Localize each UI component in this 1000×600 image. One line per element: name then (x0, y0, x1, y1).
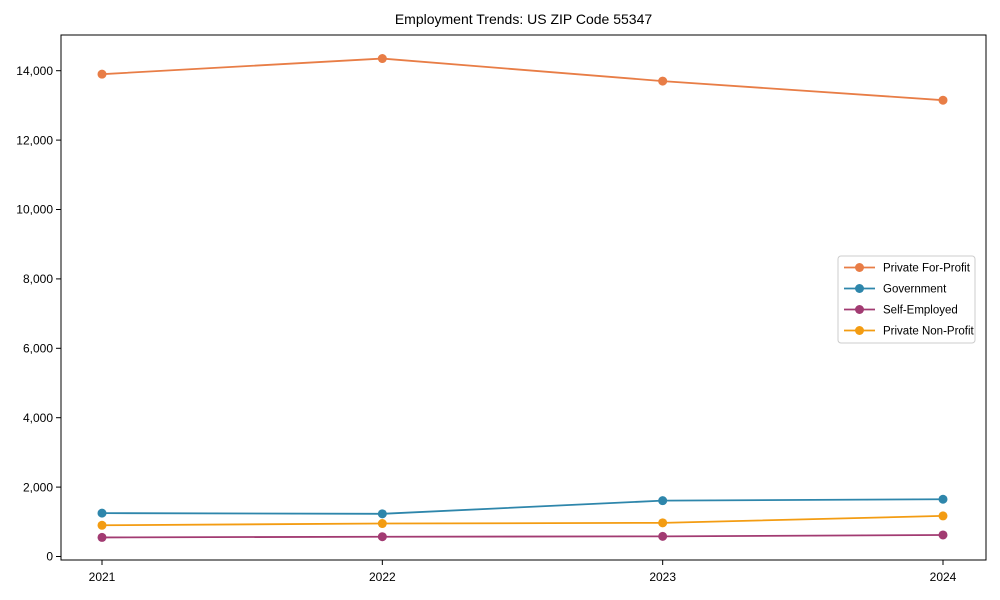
data-point-private-for-profit-2023 (658, 76, 668, 86)
data-point-government-2022 (377, 509, 387, 519)
legend-label-private-non-profit: Private Non-Profit (883, 326, 975, 338)
data-point-private-for-profit-2022 (377, 54, 387, 64)
y-axis-tick-label: 4,000 (23, 411, 53, 425)
data-point-self-employed-2021 (97, 532, 107, 542)
y-axis-tick-label: 10,000 (16, 203, 53, 217)
legend-box (837, 255, 976, 344)
y-axis-tick-label: 6,000 (23, 342, 53, 356)
legend-label-private-for-profit: Private For-Profit (883, 263, 971, 275)
data-point-self-employed-2023 (658, 531, 668, 541)
y-axis-tick-label: 14,000 (16, 64, 53, 78)
plot-area (60, 34, 987, 561)
data-point-self-employed-2022 (377, 532, 387, 542)
data-point-private-non-profit-2021 (97, 520, 107, 530)
series-line-self-employed (101, 534, 944, 539)
data-point-private-for-profit-2021 (97, 69, 107, 79)
data-point-private-non-profit-2022 (377, 519, 387, 529)
x-axis-tick-label: 2021 (89, 570, 116, 584)
data-point-self-employed-2024 (938, 530, 948, 540)
y-axis-tick-label: 8,000 (23, 272, 53, 286)
legend-marker-government (855, 284, 864, 293)
y-axis-tick-label: 0 (46, 550, 53, 564)
series-line-private-non-profit (101, 515, 944, 527)
data-point-private-non-profit-2024 (938, 511, 948, 521)
series-line-private-for-profit (101, 57, 944, 102)
x-axis-tick-label: 2022 (369, 570, 396, 584)
data-point-government-2023 (658, 496, 668, 506)
x-axis-tick-label: 2024 (930, 570, 957, 584)
series-line-government (101, 498, 944, 515)
chart-title: Employment Trends: US ZIP Code 55347 (394, 11, 653, 27)
legend: Private For-Profit Government Self-Employe… (837, 255, 976, 344)
data-point-private-non-profit-2023 (658, 518, 668, 528)
legend-marker-self-employed (855, 305, 864, 314)
y-axis-tick-label: 2,000 (23, 480, 53, 494)
data-point-government-2024 (938, 494, 948, 504)
x-axis-tick-label: 2023 (649, 570, 676, 584)
data-point-private-for-profit-2024 (938, 95, 948, 105)
legend-marker-private-for-profit (855, 263, 864, 272)
data-point-government-2021 (97, 508, 107, 518)
legend-label-self-employed: Self-Employed (883, 305, 958, 317)
legend-marker-private-non-profit (855, 326, 864, 335)
y-axis-tick-label: 12,000 (16, 133, 53, 147)
legend-label-government: Government (883, 284, 947, 296)
